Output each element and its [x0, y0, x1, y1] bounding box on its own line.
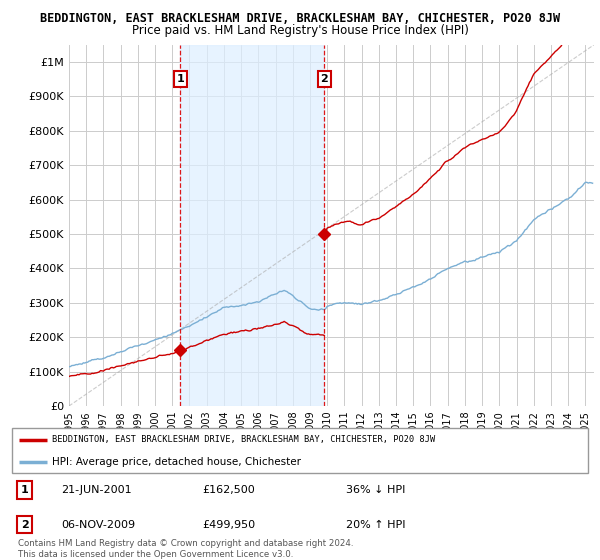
Text: 2: 2 [320, 74, 328, 84]
Text: 20% ↑ HPI: 20% ↑ HPI [346, 520, 406, 530]
Text: 2: 2 [21, 520, 29, 530]
Text: Price paid vs. HM Land Registry's House Price Index (HPI): Price paid vs. HM Land Registry's House … [131, 24, 469, 36]
Text: BEDDINGTON, EAST BRACKLESHAM DRIVE, BRACKLESHAM BAY, CHICHESTER, PO20 8JW: BEDDINGTON, EAST BRACKLESHAM DRIVE, BRAC… [40, 12, 560, 25]
Text: 1: 1 [176, 74, 184, 84]
Text: £499,950: £499,950 [202, 520, 255, 530]
Text: 21-JUN-2001: 21-JUN-2001 [61, 485, 131, 495]
FancyBboxPatch shape [12, 428, 588, 473]
Text: £162,500: £162,500 [202, 485, 255, 495]
Text: 06-NOV-2009: 06-NOV-2009 [61, 520, 135, 530]
Text: BEDDINGTON, EAST BRACKLESHAM DRIVE, BRACKLESHAM BAY, CHICHESTER, PO20 8JW: BEDDINGTON, EAST BRACKLESHAM DRIVE, BRAC… [52, 435, 436, 444]
Text: 1: 1 [21, 485, 29, 495]
Text: 36% ↓ HPI: 36% ↓ HPI [346, 485, 406, 495]
Bar [181, 45, 325, 406]
Text: HPI: Average price, detached house, Chichester: HPI: Average price, detached house, Chic… [52, 457, 301, 467]
Text: Contains HM Land Registry data © Crown copyright and database right 2024.
This d: Contains HM Land Registry data © Crown c… [18, 539, 353, 559]
